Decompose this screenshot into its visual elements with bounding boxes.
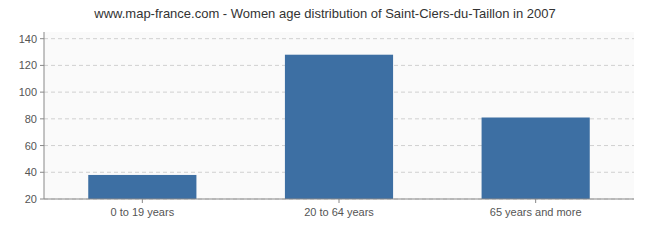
bar <box>482 118 590 199</box>
y-tick <box>40 92 44 93</box>
x-tick <box>339 199 340 203</box>
y-tick-label: 60 <box>25 140 37 152</box>
y-tick <box>40 172 44 173</box>
y-tick-label: 120 <box>19 59 37 71</box>
x-tick-label: 0 to 19 years <box>111 206 175 218</box>
chart-title: www.map-france.com - Women age distribut… <box>93 6 555 21</box>
y-tick <box>40 65 44 66</box>
y-tick-label: 80 <box>25 113 37 125</box>
y-tick-label: 40 <box>25 166 37 178</box>
x-tick <box>142 199 143 203</box>
x-tick <box>535 199 536 203</box>
chart-svg: www.map-france.com - Women age distribut… <box>0 0 650 229</box>
x-tick-labels: 0 to 19 years 20 to 64 years 65 years and … <box>111 199 582 218</box>
y-tick-label: 140 <box>19 33 37 45</box>
x-tick-label: 20 to 64 years <box>304 206 374 218</box>
grid-line <box>44 38 634 39</box>
y-tick <box>40 118 44 119</box>
y-tick <box>40 145 44 146</box>
y-tick-labels: 20 40 60 80 100 120 140 <box>19 33 44 205</box>
bar <box>285 55 393 199</box>
y-tick-label: 20 <box>25 193 37 205</box>
y-axis-line <box>44 32 45 199</box>
y-tick <box>40 38 44 39</box>
bar <box>88 175 196 199</box>
bars <box>88 55 590 199</box>
chart-container: www.map-france.com - Women age distribut… <box>0 0 650 229</box>
x-tick-label: 65 years and more <box>490 206 582 218</box>
y-tick-label: 100 <box>19 86 37 98</box>
y-tick <box>40 199 44 200</box>
